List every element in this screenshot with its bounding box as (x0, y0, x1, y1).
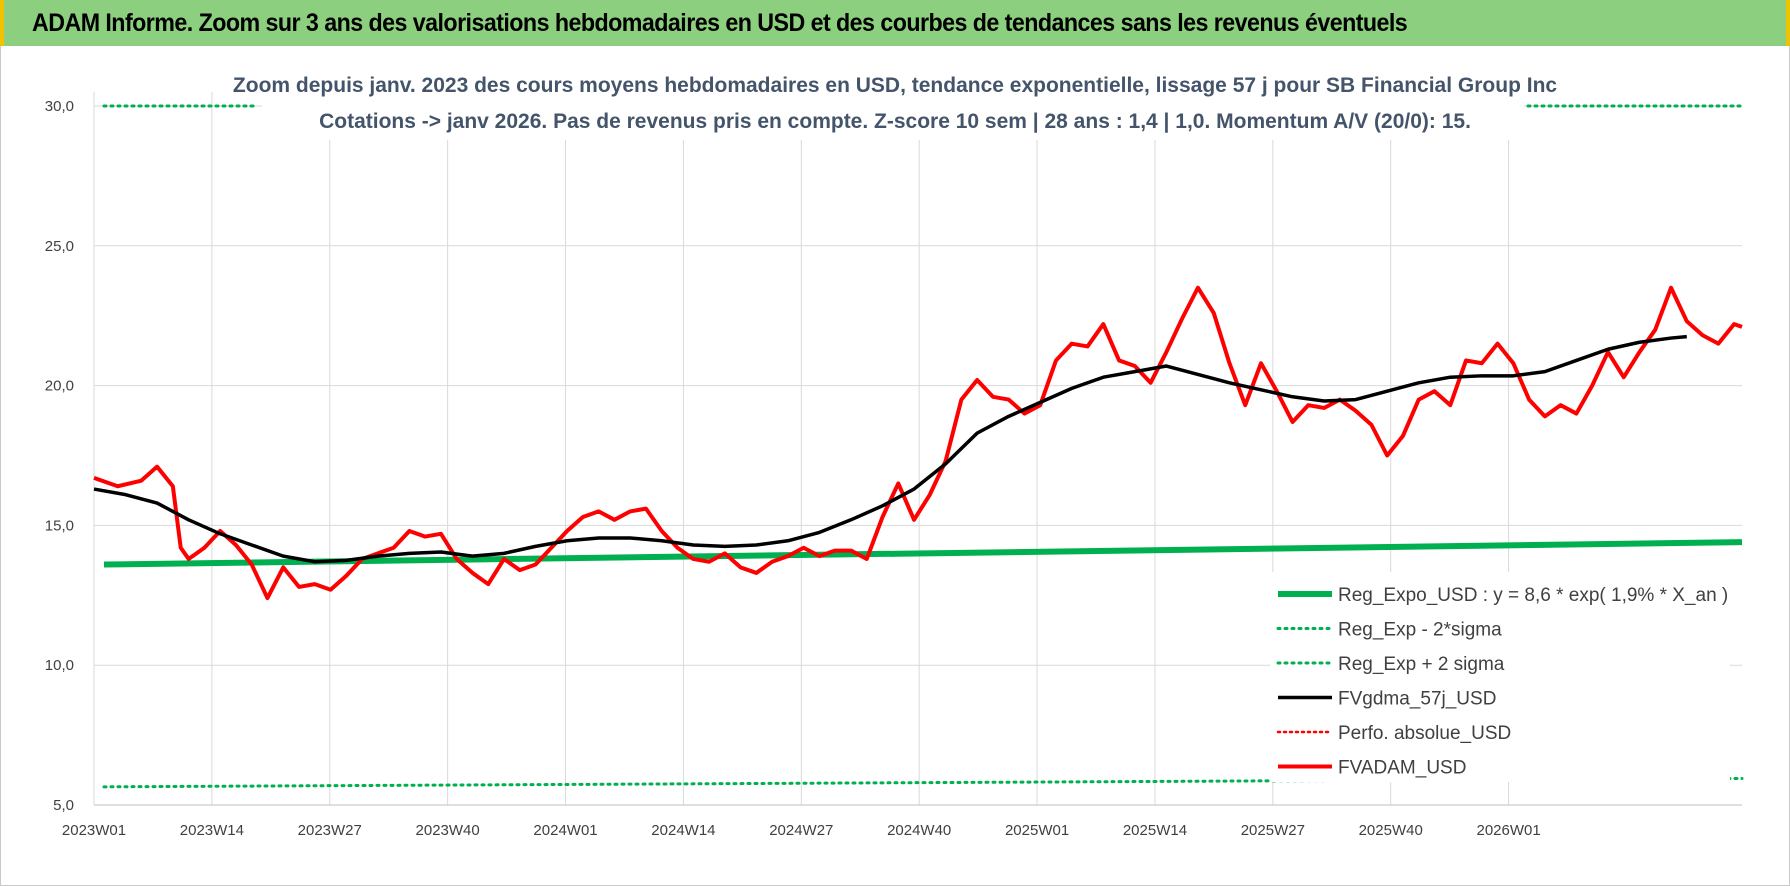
x-tick-label: 2024W01 (533, 822, 597, 839)
x-tick-label: 2025W14 (1123, 822, 1187, 839)
header-bar: ADAM Informe. Zoom sur 3 ans des valoris… (0, 0, 1790, 46)
legend-reg-exp-minus-label: Reg_Exp - 2*sigma (1338, 620, 1502, 641)
legend-background (1270, 572, 1730, 782)
x-tick-label: 2024W27 (769, 822, 833, 839)
chart-titles: Zoom depuis janv. 2023 des cours moyens … (233, 68, 1557, 140)
legend-fvgdma-label: FVgdma_57j_USD (1338, 689, 1496, 710)
legend-fvadam-label: FVADAM_USD (1338, 758, 1466, 779)
y-tick-label: 10,0 (45, 657, 74, 674)
y-tick-label: 25,0 (45, 238, 74, 255)
x-tick-label: 2023W14 (180, 822, 244, 839)
legend-reg-exp-plus-label: Reg_Exp + 2 sigma (1338, 654, 1505, 675)
chart-subtitle-line2: Cotations -> janv 2026. Pas de revenus p… (319, 110, 1471, 133)
x-tick-label: 2025W27 (1241, 822, 1305, 839)
y-tick-label: 5,0 (53, 797, 74, 814)
chart-subtitle-line1: Zoom depuis janv. 2023 des cours moyens … (233, 74, 1557, 97)
y-tick-label: 15,0 (45, 517, 74, 534)
legend: Reg_Expo_USD : y = 8,6 * exp( 1,9% * X_a… (1270, 572, 1730, 782)
y-tick-label: 30,0 (45, 98, 74, 115)
x-tick-label: 2024W14 (651, 822, 715, 839)
legend-perfo-absolue-label: Perfo. absolue_USD (1338, 723, 1511, 744)
x-tick-label: 2023W40 (416, 822, 480, 839)
title-background (262, 68, 1524, 140)
x-tick-label: 2024W40 (887, 822, 951, 839)
x-tick-label: 2026W01 (1476, 822, 1540, 839)
series-reg-expo (103, 539, 1743, 568)
series-fvgdma (93, 334, 1687, 564)
y-axis: 5,0 10,0 15,0 20,0 25,0 30,0 (45, 98, 74, 814)
legend-reg-expo-label: Reg_Expo_USD : y = 8,6 * exp( 1,9% * X_a… (1338, 585, 1728, 606)
x-tick-label: 2025W40 (1359, 822, 1423, 839)
x-tick-label: 2023W01 (62, 822, 126, 839)
x-axis: 2023W01 2023W14 2023W27 2023W40 2024W01 2024W… (62, 804, 1742, 839)
x-tick-label: 2023W27 (298, 822, 362, 839)
x-tick-label: 2025W01 (1005, 822, 1069, 839)
y-tick-label: 20,0 (45, 378, 74, 395)
report-title: ADAM Informe. Zoom sur 3 ans des valoris… (32, 9, 1408, 37)
